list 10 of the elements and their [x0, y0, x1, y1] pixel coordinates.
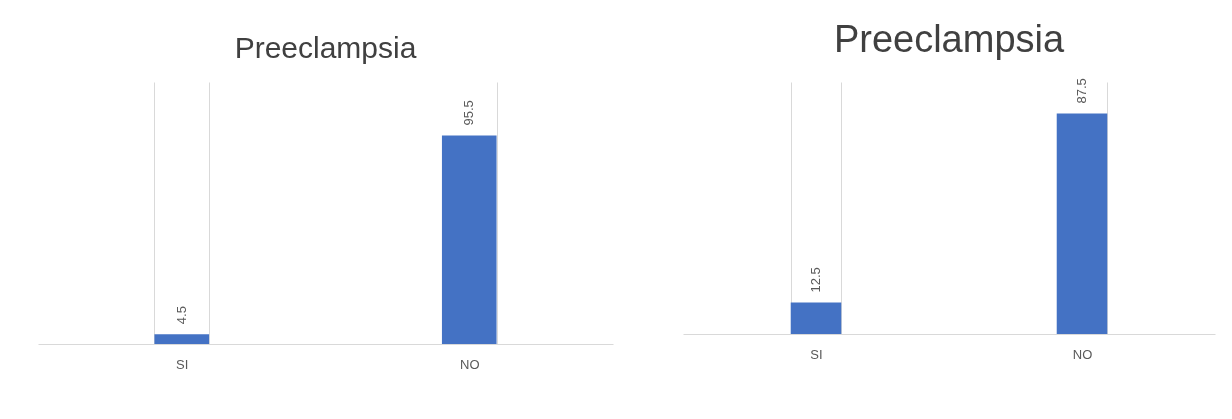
- x-tick-label: SI: [176, 356, 189, 372]
- chart-title: Preeclampsia: [234, 31, 417, 64]
- x-tick-label: SI: [810, 346, 823, 362]
- data-label: 12.5: [808, 267, 823, 293]
- data-label: 87.5: [1074, 78, 1089, 104]
- data-label: 4.5: [173, 306, 189, 325]
- chart-title: Preeclampsia: [833, 18, 1065, 61]
- x-tick-label: NO: [460, 356, 480, 372]
- x-tick-label: NO: [1072, 346, 1093, 362]
- data-label: 95.5: [461, 100, 477, 126]
